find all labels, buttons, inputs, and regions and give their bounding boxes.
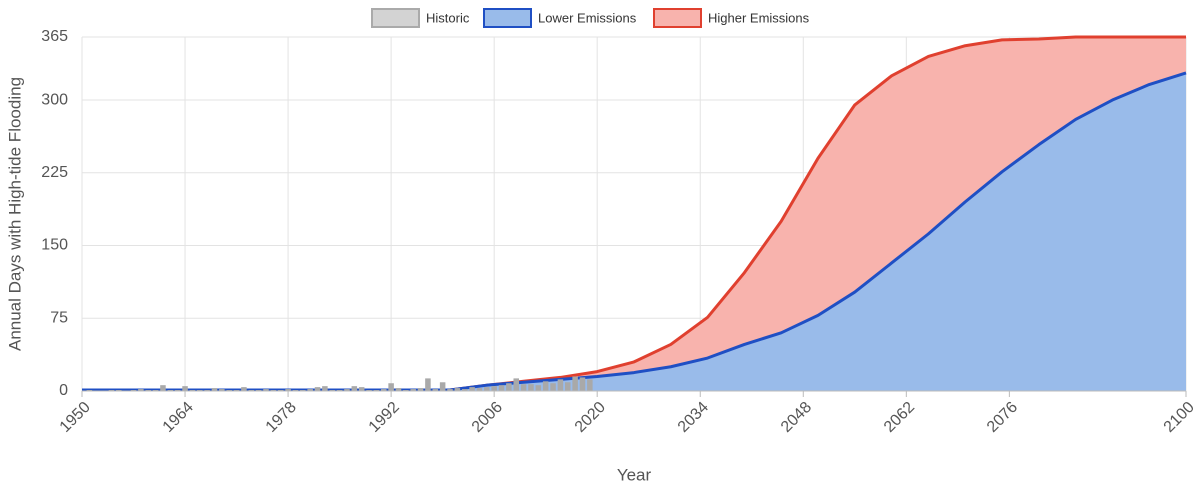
bar (314, 387, 321, 391)
bar (498, 385, 505, 391)
bar (506, 383, 512, 391)
x-tick-label: 2048 (778, 399, 815, 436)
bar (182, 386, 188, 391)
bar (520, 384, 527, 391)
bar (219, 389, 225, 391)
bar (417, 388, 424, 391)
y-tick-label: 365 (41, 28, 68, 45)
bar (351, 386, 358, 391)
bar (160, 385, 166, 391)
bar (557, 379, 564, 391)
bar (535, 385, 542, 391)
bar (358, 387, 365, 391)
bar (469, 387, 475, 391)
y-tick-label: 300 (41, 91, 68, 108)
x-tick-label: 2020 (572, 399, 609, 436)
bar (491, 386, 497, 391)
bar (425, 378, 431, 391)
bar (565, 382, 571, 391)
area-fill (82, 72, 1186, 391)
y-axis-title: Annual Days with High-tide Flooding (5, 77, 24, 351)
legend-swatch (371, 8, 420, 28)
bar (138, 389, 144, 391)
x-tick-label: 2062 (881, 399, 918, 436)
x-tick-label: 1978 (263, 399, 300, 436)
legend-swatch (483, 8, 532, 28)
legend-label: Higher Emissions (708, 10, 810, 25)
bar (461, 389, 468, 391)
bar (439, 382, 446, 391)
bar (579, 377, 586, 391)
bar (513, 378, 519, 391)
bar (395, 388, 402, 391)
y-tick-label: 225 (41, 164, 68, 181)
bar (285, 389, 291, 391)
legend: Historic Lower Emissions Higher Emissions (371, 8, 810, 28)
bar (388, 383, 394, 391)
bar (550, 383, 556, 391)
x-tick-label: 1964 (160, 399, 197, 436)
plot (82, 35, 1187, 392)
y-tick-label: 75 (50, 309, 68, 326)
bar (528, 384, 534, 391)
bar (572, 376, 578, 391)
bar (410, 389, 416, 391)
legend-label: Historic (426, 10, 470, 25)
bar (587, 379, 593, 391)
x-tick-label: 2034 (675, 399, 712, 436)
bar (307, 389, 313, 391)
bar (344, 389, 350, 391)
x-tick-label: 2100 (1161, 399, 1198, 436)
x-tick-label: 1992 (366, 399, 403, 436)
bar (432, 389, 439, 391)
bar (484, 387, 490, 391)
bar (263, 389, 269, 391)
bar (322, 386, 328, 391)
bar (454, 388, 461, 391)
x-tick-label: 2076 (984, 399, 1021, 436)
bar (542, 381, 549, 391)
y-tick-label: 150 (41, 237, 68, 254)
legend-label: Lower Emissions (538, 10, 637, 25)
x-tick-label: 2006 (469, 399, 506, 436)
bar (211, 388, 218, 391)
bar (447, 389, 453, 391)
bar (381, 389, 387, 391)
x-tick-label: 1950 (57, 399, 94, 436)
y-tick-label: 0 (59, 382, 68, 399)
legend-swatch (653, 8, 702, 28)
bar (476, 388, 483, 391)
x-axis-title: Year (617, 465, 652, 484)
bar (241, 387, 247, 391)
